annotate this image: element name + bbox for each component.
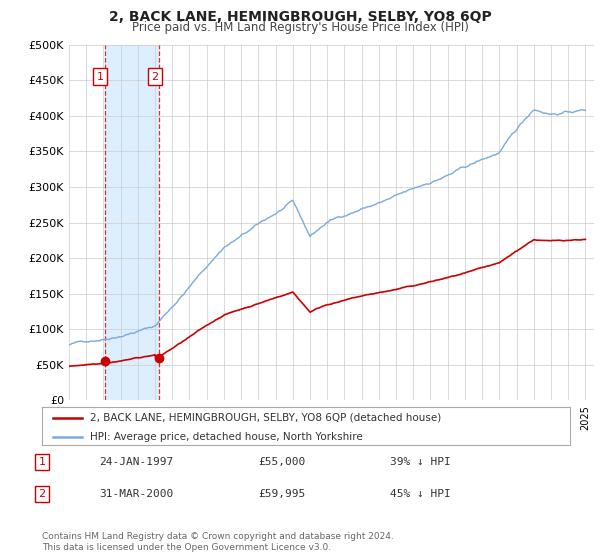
Text: Price paid vs. HM Land Registry's House Price Index (HPI): Price paid vs. HM Land Registry's House … [131,21,469,34]
Text: 1: 1 [97,72,104,82]
Text: 45% ↓ HPI: 45% ↓ HPI [390,489,451,499]
Text: 24-JAN-1997: 24-JAN-1997 [99,457,173,467]
Text: This data is licensed under the Open Government Licence v3.0.: This data is licensed under the Open Gov… [42,543,331,552]
Text: £59,995: £59,995 [258,489,305,499]
Text: HPI: Average price, detached house, North Yorkshire: HPI: Average price, detached house, Nort… [89,432,362,442]
Text: Contains HM Land Registry data © Crown copyright and database right 2024.: Contains HM Land Registry data © Crown c… [42,532,394,541]
Text: 31-MAR-2000: 31-MAR-2000 [99,489,173,499]
Text: 39% ↓ HPI: 39% ↓ HPI [390,457,451,467]
Bar [104,45,160,400]
Text: 1: 1 [38,457,46,467]
Text: 2, BACK LANE, HEMINGBROUGH, SELBY, YO8 6QP (detached house): 2, BACK LANE, HEMINGBROUGH, SELBY, YO8 6… [89,413,441,423]
Text: 2: 2 [38,489,46,499]
Text: £55,000: £55,000 [258,457,305,467]
Text: 2: 2 [152,72,158,82]
Text: 2, BACK LANE, HEMINGBROUGH, SELBY, YO8 6QP: 2, BACK LANE, HEMINGBROUGH, SELBY, YO8 6… [109,10,491,24]
